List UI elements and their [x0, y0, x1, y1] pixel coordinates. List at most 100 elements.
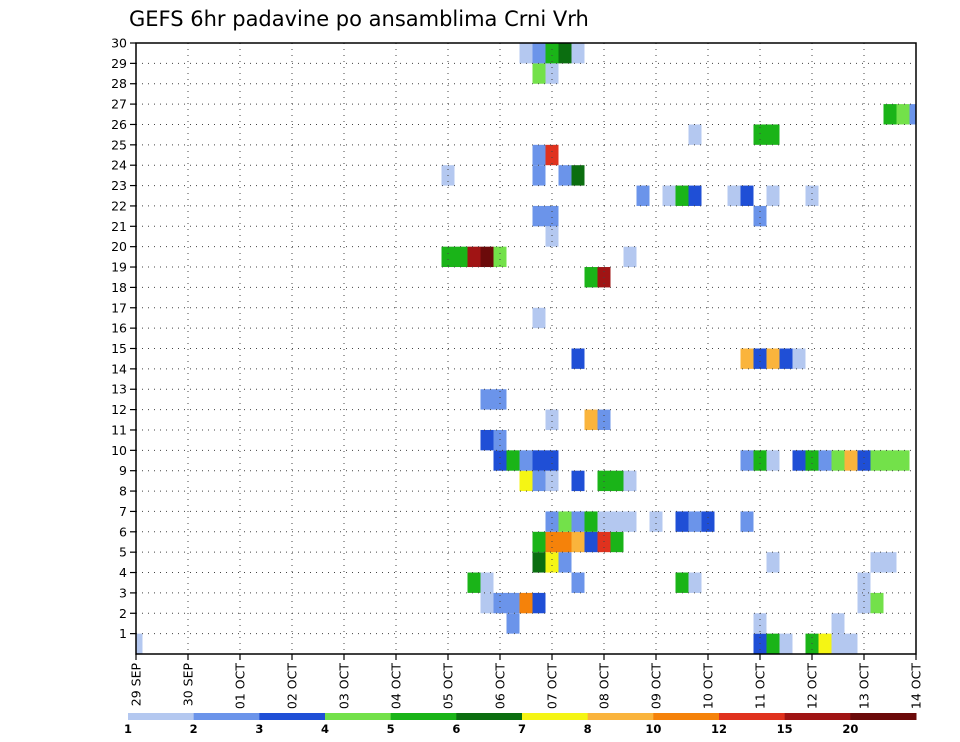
heatmap-cell	[623, 511, 637, 532]
heatmap-cell	[818, 450, 832, 471]
heatmap-cell	[597, 470, 611, 492]
heatmap-cell	[532, 592, 546, 614]
heatmap-cell	[506, 592, 520, 614]
heatmap-cell	[688, 511, 702, 532]
heatmap-cell	[623, 470, 637, 492]
heatmap-cell	[753, 348, 767, 369]
heatmap-cell	[883, 450, 897, 471]
heatmap-cell	[792, 450, 806, 471]
heatmap-cell	[519, 43, 533, 64]
heatmap-cell	[831, 633, 845, 654]
heatmap-cell	[688, 572, 702, 593]
heatmap-cell	[545, 450, 559, 471]
heatmap-cell	[584, 511, 598, 532]
heatmap-cell	[857, 592, 871, 614]
heatmap-cell	[597, 409, 611, 430]
heatmap-cell	[766, 348, 780, 369]
y-tick-label: 9	[119, 463, 127, 478]
heatmap-cell	[584, 409, 598, 430]
heatmap-cell	[701, 511, 715, 532]
heatmap-cell	[480, 389, 494, 410]
heatmap-cell	[831, 613, 845, 634]
heatmap-cell	[753, 450, 767, 471]
heatmap-cell	[545, 409, 559, 430]
heatmap-cell	[558, 511, 572, 532]
heatmap-cell	[571, 572, 585, 593]
heatmap-cell	[584, 531, 598, 553]
legend-label: 15	[777, 722, 793, 736]
heatmap-cell	[753, 613, 767, 634]
heatmap-cell	[532, 470, 546, 492]
x-tick-label: 08 OCT	[597, 663, 612, 709]
heatmap-cell	[818, 633, 832, 654]
y-tick-label: 18	[111, 280, 127, 295]
legend-swatch	[784, 713, 851, 720]
heatmap-cell	[467, 246, 481, 268]
heatmap-cell	[519, 450, 533, 471]
legend-swatch	[325, 713, 392, 720]
x-axis: 29 SEP 30 SEP 01 OCT 02 OCT 03 OCT 04 OCT 05 O…	[129, 654, 924, 709]
legend-swatch	[653, 713, 720, 720]
y-axis: 1234567891011121314151617181920212223242…	[111, 36, 136, 641]
x-tick-label: 11 OCT	[753, 663, 768, 709]
heatmap-cell	[870, 592, 884, 614]
heatmap-cell	[532, 450, 546, 471]
heatmap-cell	[883, 104, 897, 125]
heatmap-cell	[571, 165, 585, 186]
heatmap-cell	[441, 246, 455, 268]
y-tick-label: 27	[111, 97, 127, 112]
legend-label: 7	[518, 722, 526, 736]
legend-label: 12	[711, 722, 727, 736]
heatmap-cell	[454, 246, 468, 268]
heatmap-cell	[545, 511, 559, 532]
heatmap-cell	[688, 124, 702, 145]
heatmap-cell	[766, 185, 780, 206]
heatmap-cell	[480, 429, 494, 451]
heatmap-cell	[844, 450, 858, 471]
heatmap-cell	[519, 592, 533, 614]
heatmap-cell	[883, 552, 897, 573]
heatmap-cell	[610, 470, 624, 492]
heatmap-cell	[610, 531, 624, 553]
heatmap-cell	[532, 552, 546, 573]
legend-label: 4	[321, 722, 329, 736]
heatmap-cell	[857, 572, 871, 593]
y-tick-label: 10	[111, 443, 127, 458]
legend-swatch	[719, 713, 786, 720]
legend-swatch	[128, 713, 195, 720]
heatmap-cell	[870, 552, 884, 573]
color-legend: 1 2 3 4 5 6 7 8 10 12 15 20	[124, 713, 917, 736]
heatmap-cell	[571, 470, 585, 492]
x-tick-label: 01 OCT	[233, 663, 248, 709]
heatmap-cell	[558, 165, 572, 186]
y-tick-label: 17	[111, 300, 127, 315]
y-tick-label: 30	[111, 36, 127, 51]
heatmap-cell	[675, 511, 689, 532]
heatmap-cell	[779, 633, 793, 654]
heatmap-cell	[545, 43, 559, 64]
heatmap-cell	[480, 572, 494, 593]
heatmap-cell	[727, 185, 741, 206]
heatmap-cell	[545, 144, 559, 166]
heatmap-cell	[857, 450, 871, 471]
heatmap-cell	[675, 572, 689, 593]
heatmap-cell	[740, 348, 754, 369]
legend-swatch	[522, 713, 589, 720]
heatmap-cell	[506, 450, 520, 471]
grid-lines	[136, 43, 916, 654]
heatmap-cell	[753, 124, 767, 145]
y-tick-label: 14	[111, 361, 127, 376]
heatmap-cell	[558, 531, 572, 553]
y-tick-label: 26	[111, 117, 127, 132]
legend-label: 8	[584, 722, 592, 736]
heatmap-cell	[545, 226, 559, 247]
y-tick-label: 13	[111, 382, 127, 397]
heatmap-cell	[532, 531, 546, 553]
y-tick-label: 4	[119, 565, 127, 580]
x-tick-label: 06 OCT	[493, 663, 508, 709]
heatmap-cell	[597, 511, 611, 532]
y-tick-label: 19	[111, 260, 127, 275]
heatmap-cell	[493, 389, 507, 410]
x-tick-label: 07 OCT	[545, 663, 560, 709]
